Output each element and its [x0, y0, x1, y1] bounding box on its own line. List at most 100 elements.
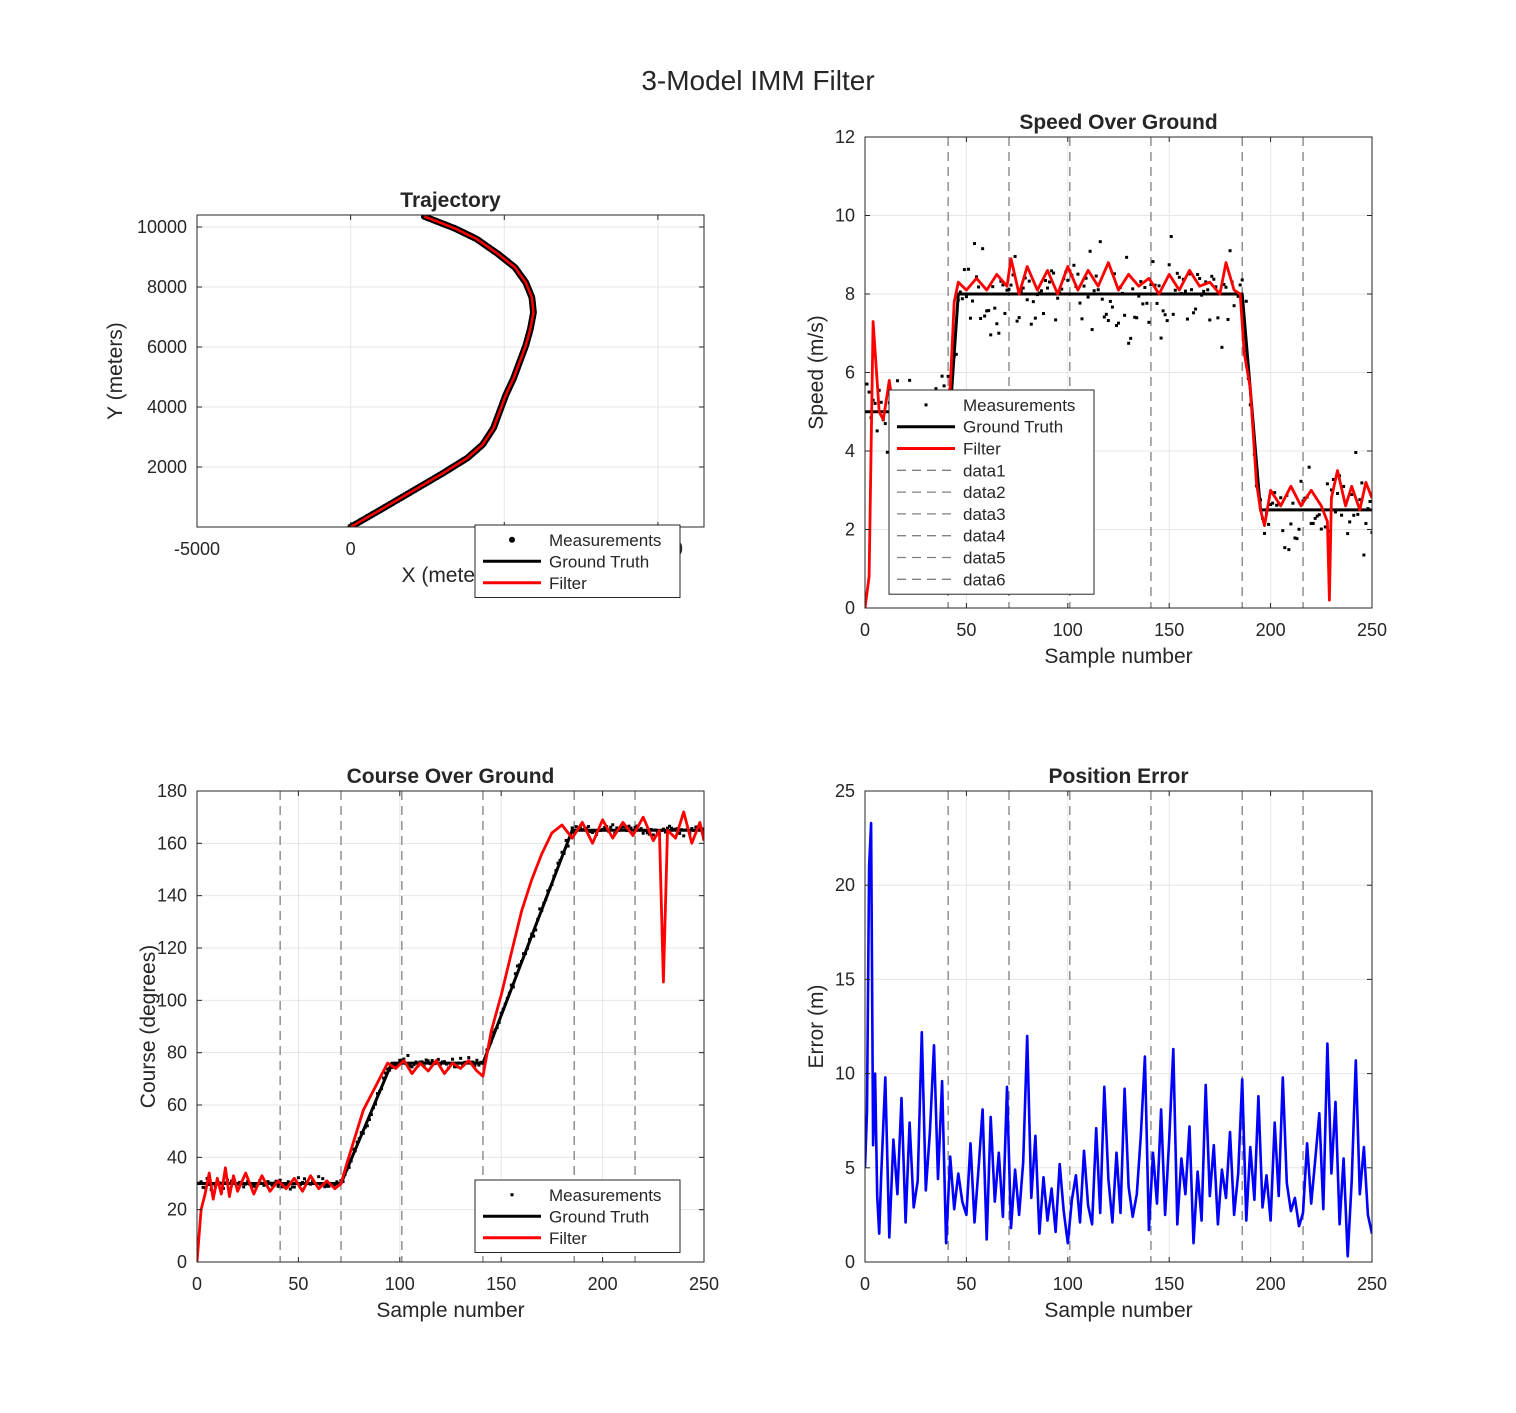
measurement-point: [408, 1064, 412, 1068]
measurement-point: [1331, 477, 1335, 481]
measurement-point: [873, 401, 877, 405]
measurement-point: [1269, 502, 1273, 506]
y-tick-label: 100: [157, 990, 187, 1010]
measurement-point: [1046, 286, 1050, 290]
measurement-point: [430, 1059, 434, 1063]
measurement-point: [1072, 263, 1076, 267]
measurement-point: [964, 295, 968, 299]
measurement-point: [968, 316, 972, 320]
measurement-point: [1236, 294, 1240, 298]
measurement-point: [1364, 521, 1368, 525]
measurement-point: [993, 306, 997, 310]
measurement-point: [266, 1180, 270, 1184]
measurement-point: [865, 382, 869, 386]
measurement-point: [284, 1184, 288, 1188]
x-tick-label: 150: [486, 1274, 516, 1294]
measurement-point: [1031, 300, 1035, 304]
legend-label: data4: [963, 527, 1006, 546]
measurement-point: [1011, 273, 1015, 277]
measurement-point: [1110, 305, 1114, 309]
measurement-point: [453, 1065, 457, 1069]
measurement-point: [1340, 513, 1344, 517]
measurement-point: [1054, 318, 1058, 322]
measurement-point: [1232, 304, 1236, 308]
x-tick-label: 100: [385, 1274, 415, 1294]
measurement-point: [1112, 272, 1116, 276]
measurement-point: [1311, 521, 1315, 525]
measurement-point: [426, 1059, 430, 1063]
measurement-point: [645, 831, 649, 835]
measurement-point: [1297, 527, 1301, 531]
measurement-point: [475, 1058, 479, 1062]
measurement-point: [1185, 317, 1189, 321]
measurement-point: [538, 907, 542, 911]
measurement-point: [1220, 345, 1224, 349]
measurement-point: [1003, 311, 1007, 315]
legend-label: Filter: [963, 440, 1001, 459]
x-tick-label: 50: [956, 1274, 976, 1294]
measurement-point: [629, 826, 633, 830]
measurement-point: [1354, 450, 1358, 454]
measurement-point: [1066, 278, 1070, 282]
legend-marker-measurements: [510, 1193, 514, 1197]
measurement-point: [1033, 316, 1037, 320]
y-tick-label: 0: [845, 598, 855, 618]
measurement-point: [1043, 279, 1047, 283]
measurement-point: [560, 850, 564, 854]
measurement-point: [1102, 315, 1106, 319]
measurement-point: [940, 374, 944, 378]
y-tick-label: 6000: [147, 337, 187, 357]
measurement-point: [1017, 316, 1021, 320]
x-axis-label: Sample number: [1044, 645, 1192, 668]
plot-marks: [197, 791, 704, 1262]
measurement-point: [1196, 273, 1200, 277]
measurement-point: [879, 400, 883, 404]
measurement-point: [402, 1057, 406, 1061]
legend-label: Measurements: [549, 1186, 661, 1205]
measurement-point: [513, 972, 517, 976]
measurement-point: [690, 827, 694, 831]
measurement-point: [1244, 299, 1248, 303]
measurement-point: [609, 825, 613, 829]
x-tick-label: 150: [1154, 620, 1184, 640]
axes-frame: [196, 790, 705, 1263]
measurement-point: [1271, 501, 1275, 505]
measurement-point: [1289, 522, 1293, 526]
measurement-point: [1350, 493, 1354, 497]
y-tick-label: 2000: [147, 457, 187, 477]
measurement-point: [1169, 235, 1173, 239]
measurement-point: [1325, 482, 1329, 486]
x-tick-label: 0: [860, 1274, 870, 1294]
measurement-point: [1131, 287, 1135, 291]
x-tick-label: 200: [588, 1274, 618, 1294]
legend-label: data1: [963, 461, 1006, 480]
measurement-point: [1202, 289, 1206, 293]
measurement-point: [323, 1185, 327, 1189]
measurement-point: [1080, 317, 1084, 321]
measurement-point: [1226, 317, 1230, 321]
measurement-point: [1175, 271, 1179, 275]
plot-marks: [347, 215, 537, 527]
measurement-point: [262, 1183, 266, 1187]
y-tick-label: 140: [157, 886, 187, 906]
y-tick-label: 5: [845, 1158, 855, 1178]
measurement-point: [1096, 288, 1100, 292]
measurement-point: [390, 1065, 394, 1069]
measurement-point: [1313, 516, 1317, 520]
filter-line: [197, 810, 704, 1262]
measurement-point: [979, 316, 983, 320]
measurement-point: [1145, 301, 1149, 305]
y-axis-label: Speed (m/s): [805, 315, 828, 429]
measurement-point: [694, 825, 698, 829]
measurement-point: [1050, 269, 1054, 273]
measurement-point: [1214, 285, 1218, 289]
y-axis-label: Course (degrees): [137, 945, 160, 1108]
legend-label: Filter: [549, 574, 587, 593]
measurement-point: [1147, 320, 1151, 324]
measurement-point: [960, 297, 964, 301]
measurement-point: [885, 450, 889, 454]
measurement-point: [997, 331, 1001, 335]
measurement-point: [382, 1076, 386, 1080]
measurement-point: [473, 1063, 477, 1067]
